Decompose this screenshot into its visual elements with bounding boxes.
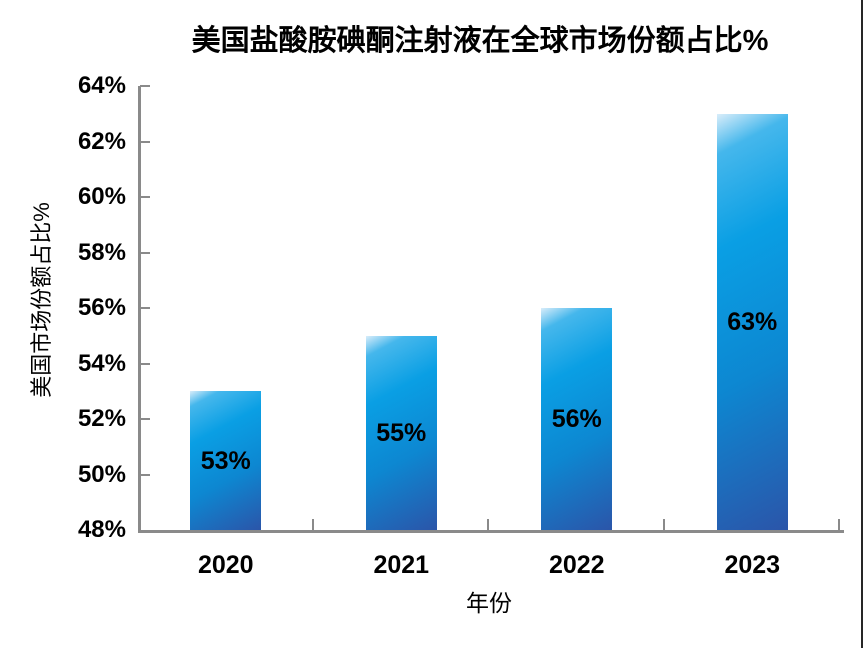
y-tick-mark [140, 140, 150, 143]
y-tick-label: 60% [77, 183, 126, 210]
bar-2021 [365, 335, 437, 530]
page-right-border [861, 0, 863, 648]
bar-2022 [541, 308, 613, 530]
y-tick-mark [140, 473, 150, 476]
y-tick-label: 58% [77, 238, 126, 266]
y-tick-label: 64% [77, 72, 126, 99]
x-tick-label-2020: 2020 [197, 551, 254, 579]
y-tick-mark [140, 307, 150, 309]
x-tick-mark [838, 519, 840, 530]
y-tick-label: 62% [77, 127, 126, 155]
y-tick-label: 48% [77, 516, 126, 543]
bar-value-label-2022: 56% [551, 405, 602, 433]
x-tick-mark [487, 519, 489, 530]
y-tick-mark [140, 85, 150, 87]
y-tick-mark [140, 418, 150, 420]
plot-area [138, 85, 844, 533]
y-axis-line [138, 86, 141, 533]
bar-2023 [716, 113, 788, 530]
y-tick-mark [140, 251, 150, 254]
x-tick-mark [311, 519, 314, 530]
y-tick-mark [140, 362, 150, 365]
bar-2020 [190, 391, 262, 530]
x-axis-title: 年份 [466, 590, 512, 616]
y-tick-label: 50% [77, 460, 126, 488]
x-tick-mark [662, 519, 665, 530]
bar-value-label-2021: 55% [376, 418, 427, 447]
x-axis-line [138, 530, 844, 533]
bar-value-label-2020: 53% [200, 446, 251, 475]
y-tick-mark [140, 196, 150, 198]
y-tick-label: 54% [77, 349, 126, 377]
y-tick-label: 52% [77, 405, 126, 432]
x-tick-label-2021: 2021 [373, 551, 430, 579]
bar-value-label-2023: 63% [727, 307, 778, 336]
y-tick-label: 56% [77, 294, 126, 321]
x-tick-label-2022: 2022 [548, 551, 605, 579]
x-tick-label-2023: 2023 [724, 551, 781, 579]
chart-title: 美国盐酸胺碘酮注射液在全球市场份额占比% [191, 25, 769, 57]
